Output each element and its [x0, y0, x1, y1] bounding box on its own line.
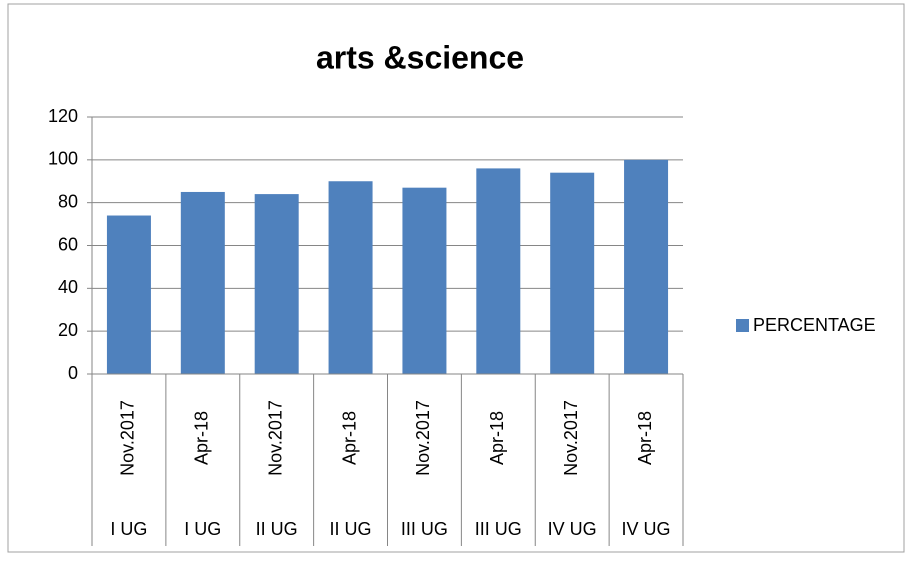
x-group-label: IV UG: [548, 519, 597, 539]
x-group-label: III UG: [401, 519, 448, 539]
x-group-label: II UG: [330, 519, 372, 539]
x-group-label: I UG: [110, 519, 147, 539]
x-group-label: II UG: [256, 519, 298, 539]
x-tick-label: Apr-18: [487, 411, 507, 465]
x-tick-label: Apr-18: [339, 411, 359, 465]
bar: [328, 181, 373, 374]
legend-swatch: [736, 319, 749, 332]
y-tick-label: 0: [68, 363, 78, 383]
y-tick-label: 100: [48, 149, 78, 169]
x-tick-label: Apr-18: [635, 411, 655, 465]
y-tick-label: 120: [48, 106, 78, 126]
chart-title: arts &science: [316, 39, 524, 75]
x-tick-label: Apr-18: [192, 411, 212, 465]
y-tick-label: 60: [58, 234, 78, 254]
x-tick-label: Nov.2017: [118, 400, 138, 476]
legend-label: PERCENTAGE: [753, 315, 876, 335]
bar: [476, 168, 521, 374]
y-tick-label: 40: [58, 277, 78, 297]
y-tick-label: 20: [58, 320, 78, 340]
bar: [550, 172, 595, 374]
bar: [106, 215, 151, 374]
x-group-label: I UG: [184, 519, 221, 539]
bar: [180, 191, 225, 374]
bar: [624, 159, 669, 374]
x-tick-label: Nov.2017: [265, 400, 285, 476]
x-tick-label: Nov.2017: [413, 400, 433, 476]
x-group-label: III UG: [475, 519, 522, 539]
x-group-label: IV UG: [622, 519, 671, 539]
bar: [254, 194, 299, 374]
y-tick-label: 80: [58, 191, 78, 211]
chart-frame: [7, 3, 905, 553]
x-tick-label: Nov.2017: [561, 400, 581, 476]
bar: [402, 187, 447, 374]
